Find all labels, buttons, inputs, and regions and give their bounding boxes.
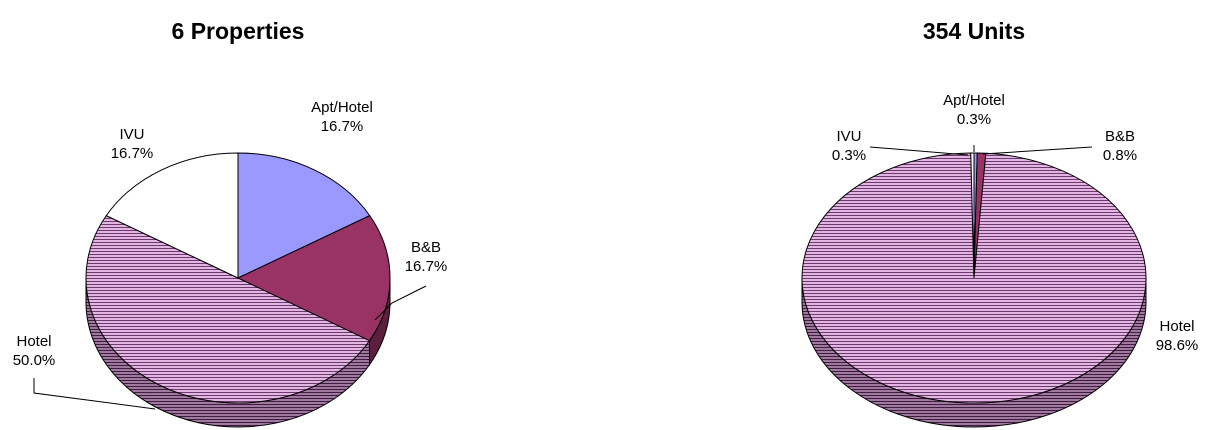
pie-slice-b-b bbox=[236, 214, 391, 342]
pie-slices bbox=[801, 152, 1147, 404]
pie-slices bbox=[85, 152, 391, 404]
slice-label-b-b: B&B bbox=[1105, 128, 1135, 145]
slice-label-apt-hotel: Apt/Hotel bbox=[943, 92, 1005, 109]
leader-line-b-b bbox=[374, 285, 427, 321]
slice-value-apt-hotel: 16.7% bbox=[321, 118, 364, 135]
slice-value-hotel: 98.6% bbox=[1156, 337, 1199, 354]
slice-value-apt-hotel: 0.3% bbox=[957, 111, 991, 128]
slice-value-hotel: 50.0% bbox=[13, 352, 56, 369]
slice-label-b-b: B&B bbox=[411, 239, 441, 256]
pie-slice-hotel bbox=[85, 214, 371, 404]
chart-title: 354 Units bbox=[923, 18, 1025, 44]
chart-title: 6 Properties bbox=[172, 18, 305, 44]
slice-value-b-b: 0.8% bbox=[1103, 147, 1137, 164]
slice-label-hotel: Hotel bbox=[1159, 318, 1194, 335]
slice-labels: Apt/Hotel 16.7% B&B 16.7% Hotel 50.0% IVU 16.7% bbox=[13, 99, 448, 410]
leader-line-ivu bbox=[869, 146, 969, 156]
slice-value-ivu: 16.7% bbox=[111, 145, 154, 162]
pie-chart-properties: 6 Properties Apt/Hotel 16.7% B&B 16.7% Hotel 5… bbox=[13, 18, 448, 428]
slice-value-ivu: 0.3% bbox=[832, 147, 866, 164]
pie-slice-apt-hotel bbox=[237, 152, 371, 279]
slice-label-apt-hotel: Apt/Hotel bbox=[311, 99, 373, 116]
slice-label-ivu: IVU bbox=[119, 126, 144, 143]
slice-labels: Apt/Hotel 0.3% B&B 0.8% Hotel 98.6% IVU 0.3% bbox=[832, 92, 1198, 354]
slice-value-b-b: 16.7% bbox=[405, 258, 448, 275]
leader-line-hotel bbox=[33, 378, 156, 410]
pie-chart-units: 354 Units Apt/Hotel 0.3% B&B 0.8% Hotel 98.6% I… bbox=[801, 18, 1198, 428]
leader-line-b-b bbox=[982, 146, 1093, 155]
slice-label-ivu: IVU bbox=[836, 128, 861, 145]
slice-label-hotel: Hotel bbox=[16, 333, 51, 350]
pie-slice-ivu bbox=[970, 152, 975, 279]
pie-slice-ivu bbox=[105, 152, 239, 279]
